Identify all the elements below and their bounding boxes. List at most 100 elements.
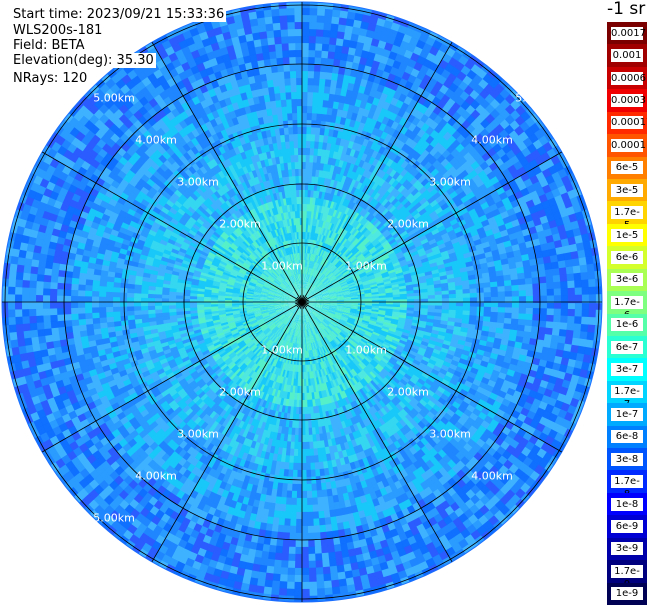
range-gate-cell: [434, 361, 444, 370]
range-gate-cell: [396, 344, 405, 351]
range-gate-cell: [525, 313, 534, 322]
range-gate-cell: [401, 331, 410, 338]
range-gate-cell: [405, 370, 415, 379]
range-gate-cell: [370, 312, 379, 317]
range-gate-cell: [559, 322, 568, 331]
range-gate-cell: [381, 327, 390, 333]
range-gate-cell: [388, 370, 397, 378]
range-gate-cell: [427, 308, 436, 314]
range-gate-cell: [429, 336, 438, 343]
range-gate-cell: [326, 314, 334, 320]
range-gate-cell: [378, 334, 387, 340]
range-gate-cell: [553, 308, 562, 317]
range-gate-cell: [546, 308, 555, 317]
range-gate-cell: [428, 339, 437, 346]
range-gate-cell: [356, 315, 364, 319]
range-gate-cell: [470, 383, 480, 392]
range-gate-cell: [392, 306, 401, 311]
range-gate-cell: [455, 314, 464, 320]
range-gate-cell: [399, 366, 409, 375]
range-gate-cell: [509, 329, 518, 337]
range-gate-cell: [357, 330, 365, 336]
range-gate-cell: [306, 511, 314, 520]
range-gate-cell: [552, 321, 561, 331]
range-gate-cell: [315, 305, 324, 308]
range-gate-cell: [427, 305, 436, 310]
range-gate-cell: [307, 539, 315, 548]
range-gate-cell: [415, 353, 425, 360]
range-gate-cell: [343, 326, 352, 332]
range-gate-cell: [314, 307, 322, 311]
range-gate-cell: [341, 313, 350, 318]
range-gate-cell: [490, 306, 499, 314]
range-gate-cell: [434, 341, 444, 349]
range-gate-cell: [315, 305, 323, 309]
range-gate-cell: [578, 338, 588, 349]
range-gate-cell: [402, 385, 412, 394]
range-gate-cell: [462, 314, 471, 321]
range-gate-cell: [407, 380, 416, 389]
range-gate-cell: [418, 362, 428, 370]
range-gate-cell: [308, 574, 317, 583]
range-gate-cell: [378, 312, 386, 316]
range-gate-cell: [416, 365, 426, 373]
range-gate-cell: [338, 321, 347, 326]
range-gate-cell: [503, 317, 512, 325]
range-gate-cell: [448, 313, 457, 319]
range-gate-cell: [511, 312, 520, 320]
range-gate-cell: [391, 354, 400, 362]
range-gate-cell: [415, 391, 425, 400]
range-gate-cell: [329, 305, 338, 308]
range-gate-cell: [442, 389, 452, 399]
range-gate-cell: [430, 368, 440, 377]
range-gate-cell: [354, 334, 363, 341]
range-gate-cell: [328, 311, 336, 315]
range-gate-cell: [314, 308, 322, 312]
range-gate-cell: [349, 341, 357, 349]
range-gate-cell: [323, 319, 331, 325]
range-gate-cell: [406, 356, 415, 363]
range-gate-cell: [490, 311, 499, 319]
range-gate-cell: [361, 321, 370, 326]
range-gate-cell: [353, 323, 361, 329]
range-gate-cell: [523, 331, 532, 340]
range-gate-cell: [382, 323, 391, 329]
range-gate-cell: [339, 320, 347, 325]
range-gate-cell: [392, 365, 401, 373]
range-gate-cell: [385, 304, 394, 308]
range-gate-cell: [423, 331, 432, 338]
range-gate-cell: [315, 303, 324, 305]
range-gate-cell: [476, 311, 485, 318]
range-gate-cell: [572, 330, 582, 340]
range-gate-cell: [366, 342, 375, 349]
range-gate-cell: [355, 333, 364, 340]
range-gate-cell: [518, 302, 527, 309]
range-gate-cell: [354, 320, 362, 326]
range-gate-cell: [399, 302, 408, 306]
range-gate-cell: [434, 400, 445, 410]
range-gate-cell: [502, 328, 511, 336]
range-gate-cell: [517, 324, 526, 333]
range-gate-cell: [342, 328, 350, 335]
range-gate-cell: [364, 345, 372, 352]
range-gate-cell: [583, 346, 593, 357]
range-gate-cell: [313, 310, 320, 316]
range-gate-cell: [350, 307, 359, 310]
range-gate-cell: [376, 363, 385, 371]
range-gate-cell: [363, 311, 372, 316]
range-gate-cell: [383, 339, 393, 345]
range-gate-cell: [396, 371, 405, 380]
range-gate-cell: [322, 302, 331, 304]
range-gate-cell: [508, 334, 517, 343]
range-gate-cell: [437, 397, 447, 406]
range-gate-cell: [532, 308, 541, 316]
range-gate-cell: [324, 318, 331, 324]
range-gate-cell: [389, 344, 398, 351]
range-gate-cell: [340, 318, 348, 323]
range-gate-cell: [441, 309, 450, 315]
range-gate-cell: [313, 309, 321, 314]
range-gate-cell: [334, 327, 342, 334]
range-gate-cell: [336, 309, 344, 313]
range-gate-cell: [428, 358, 437, 367]
range-gate-cell: [441, 305, 450, 311]
